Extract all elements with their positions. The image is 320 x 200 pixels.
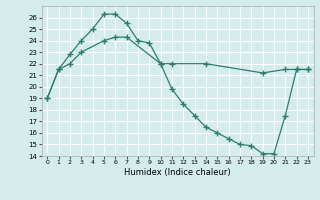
X-axis label: Humidex (Indice chaleur): Humidex (Indice chaleur) [124, 168, 231, 177]
